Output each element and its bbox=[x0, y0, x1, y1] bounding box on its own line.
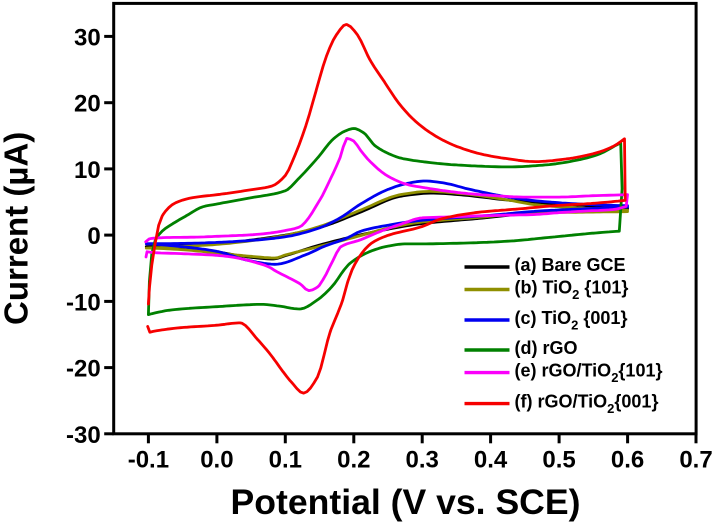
svg-text:-30: -30 bbox=[66, 422, 101, 449]
svg-text:0.6: 0.6 bbox=[611, 447, 644, 474]
svg-text:0.4: 0.4 bbox=[474, 447, 508, 474]
svg-text:Potential (V vs. SCE): Potential (V vs. SCE) bbox=[231, 482, 581, 522]
svg-text:0.1: 0.1 bbox=[269, 447, 302, 474]
svg-text:0.3: 0.3 bbox=[406, 447, 439, 474]
svg-text:-20: -20 bbox=[66, 356, 101, 383]
svg-text:0.0: 0.0 bbox=[200, 447, 233, 474]
svg-text:Current (µA): Current (µA) bbox=[0, 132, 35, 325]
svg-text:0.5: 0.5 bbox=[542, 447, 575, 474]
svg-text:-10: -10 bbox=[66, 289, 101, 316]
svg-text:0.2: 0.2 bbox=[337, 447, 370, 474]
svg-text:0.7: 0.7 bbox=[679, 447, 712, 474]
svg-text:(d) rGO: (d) rGO bbox=[515, 338, 578, 358]
svg-text:30: 30 bbox=[74, 24, 101, 51]
svg-text:0: 0 bbox=[87, 223, 100, 250]
svg-text:(a) Bare GCE: (a) Bare GCE bbox=[515, 255, 626, 275]
svg-text:-0.1: -0.1 bbox=[128, 447, 169, 474]
svg-text:10: 10 bbox=[74, 157, 101, 184]
svg-text:20: 20 bbox=[74, 91, 101, 118]
